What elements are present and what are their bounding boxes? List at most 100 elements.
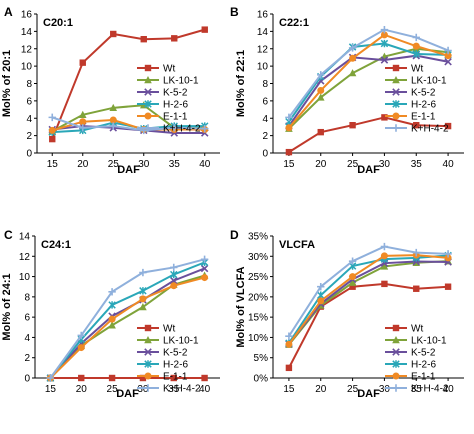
y-tick-label: 2 bbox=[262, 131, 268, 142]
data-point bbox=[170, 270, 178, 279]
y-tick-label: 10% bbox=[248, 333, 268, 344]
legend-label: LK-10-1 bbox=[163, 76, 199, 87]
data-point bbox=[285, 113, 293, 122]
legend-label: Wt bbox=[163, 64, 175, 75]
legend-marker bbox=[392, 324, 400, 332]
legend-label: Wt bbox=[411, 64, 423, 75]
data-point bbox=[109, 116, 117, 124]
data-point bbox=[285, 148, 293, 156]
x-axis-label: DAF bbox=[357, 388, 380, 400]
y-tick-label: 10 bbox=[19, 272, 31, 283]
x-tick-label: 20 bbox=[77, 159, 89, 170]
data-point bbox=[349, 273, 357, 281]
data-point bbox=[108, 321, 116, 329]
y-tick-label: 16 bbox=[21, 10, 33, 21]
series-line-e-1-1 bbox=[51, 118, 205, 132]
legend-label: LK-10-1 bbox=[411, 336, 447, 347]
x-tick-label: 25 bbox=[107, 384, 119, 395]
data-point bbox=[139, 287, 147, 295]
series-line-e-1-1 bbox=[49, 276, 205, 379]
x-axis-label: DAF bbox=[357, 164, 380, 176]
data-point bbox=[412, 42, 420, 50]
y-tick-label: 14 bbox=[257, 27, 269, 38]
legend-label: H-2-6 bbox=[411, 360, 436, 371]
legend-marker bbox=[144, 324, 152, 332]
y-axis-label: Mol% of VLCFA bbox=[235, 266, 247, 347]
data-point bbox=[139, 374, 147, 382]
data-point bbox=[201, 374, 208, 382]
data-point bbox=[348, 44, 357, 52]
panel-letter: B bbox=[230, 5, 239, 19]
data-point bbox=[171, 35, 178, 42]
x-tick-label: 20 bbox=[315, 384, 327, 395]
x-axis-label: DAF bbox=[116, 388, 139, 400]
y-tick-label: 35% bbox=[248, 232, 268, 243]
data-point bbox=[139, 268, 147, 277]
y-axis-label: Mol% of 24:1 bbox=[1, 273, 13, 340]
panel-title: C24:1 bbox=[41, 239, 71, 251]
y-tick-label: 10 bbox=[257, 62, 269, 73]
data-point bbox=[170, 124, 178, 132]
legend-marker bbox=[392, 360, 400, 368]
data-point bbox=[200, 264, 209, 273]
y-tick-label: 6 bbox=[24, 313, 30, 324]
data-point bbox=[77, 331, 85, 340]
x-tick-label: 20 bbox=[315, 159, 327, 170]
x-tick-label: 30 bbox=[379, 159, 391, 170]
x-tick-label: 40 bbox=[199, 384, 211, 395]
y-tick-label: 4 bbox=[24, 333, 30, 344]
data-point bbox=[78, 374, 85, 382]
legend-label: LK-10-1 bbox=[163, 336, 199, 347]
legend-marker bbox=[144, 348, 152, 356]
x-tick-label: 25 bbox=[108, 159, 120, 170]
data-point bbox=[444, 46, 452, 55]
legend-marker bbox=[144, 76, 152, 84]
panel-letter: A bbox=[4, 5, 13, 19]
legend-marker bbox=[392, 336, 400, 344]
data-point bbox=[78, 110, 87, 118]
y-axis-label: Mol% of 22:1 bbox=[235, 50, 247, 117]
data-point bbox=[170, 282, 178, 290]
data-point bbox=[46, 374, 55, 382]
series-line-e-1-1 bbox=[288, 254, 449, 345]
legend-marker bbox=[144, 360, 152, 368]
series-line-h-2-6 bbox=[49, 261, 205, 379]
legend-label: K-5-2 bbox=[163, 88, 188, 99]
y-tick-label: 20% bbox=[248, 292, 268, 303]
y-tick-label: 14 bbox=[21, 27, 33, 38]
legend-label: LK-10-1 bbox=[411, 76, 447, 87]
legend-marker bbox=[144, 124, 152, 132]
data-point bbox=[48, 126, 56, 134]
x-tick-label: 25 bbox=[347, 384, 359, 395]
y-tick-label: 25% bbox=[248, 272, 268, 283]
data-point bbox=[412, 248, 420, 257]
panel-title: C22:1 bbox=[279, 17, 309, 29]
data-point bbox=[380, 31, 388, 39]
data-point bbox=[412, 33, 420, 42]
legend-marker bbox=[144, 64, 152, 72]
data-point bbox=[110, 30, 117, 38]
legend-marker bbox=[392, 76, 400, 84]
legend-label: E-1-1 bbox=[411, 372, 436, 383]
x-tick-label: 15 bbox=[283, 159, 295, 170]
series-line-k-h-4-2 bbox=[49, 258, 205, 379]
series-line-lk-10-1 bbox=[288, 47, 449, 130]
data-point bbox=[170, 374, 177, 382]
legend-marker bbox=[392, 88, 400, 96]
legend-marker bbox=[392, 384, 400, 392]
legend-label: K-5-2 bbox=[411, 348, 436, 359]
y-tick-label: 6 bbox=[26, 96, 32, 107]
y-tick-label: 8 bbox=[24, 292, 30, 303]
legend-label: H-2-6 bbox=[163, 360, 188, 371]
legend-label: K+H-4-2 bbox=[163, 124, 201, 135]
y-tick-label: 16 bbox=[257, 10, 269, 21]
data-point bbox=[169, 276, 178, 285]
legend-marker bbox=[144, 88, 152, 96]
chart-panel-c: 0 2 4 6 8 10 12 14 15 20 25 30 35 40 DAF Mol% of 24:1 C C… bbox=[1, 228, 220, 400]
data-point bbox=[49, 135, 56, 143]
legend-marker bbox=[144, 336, 152, 344]
x-tick-label: 40 bbox=[199, 159, 211, 170]
x-tick-label: 15 bbox=[283, 384, 295, 395]
